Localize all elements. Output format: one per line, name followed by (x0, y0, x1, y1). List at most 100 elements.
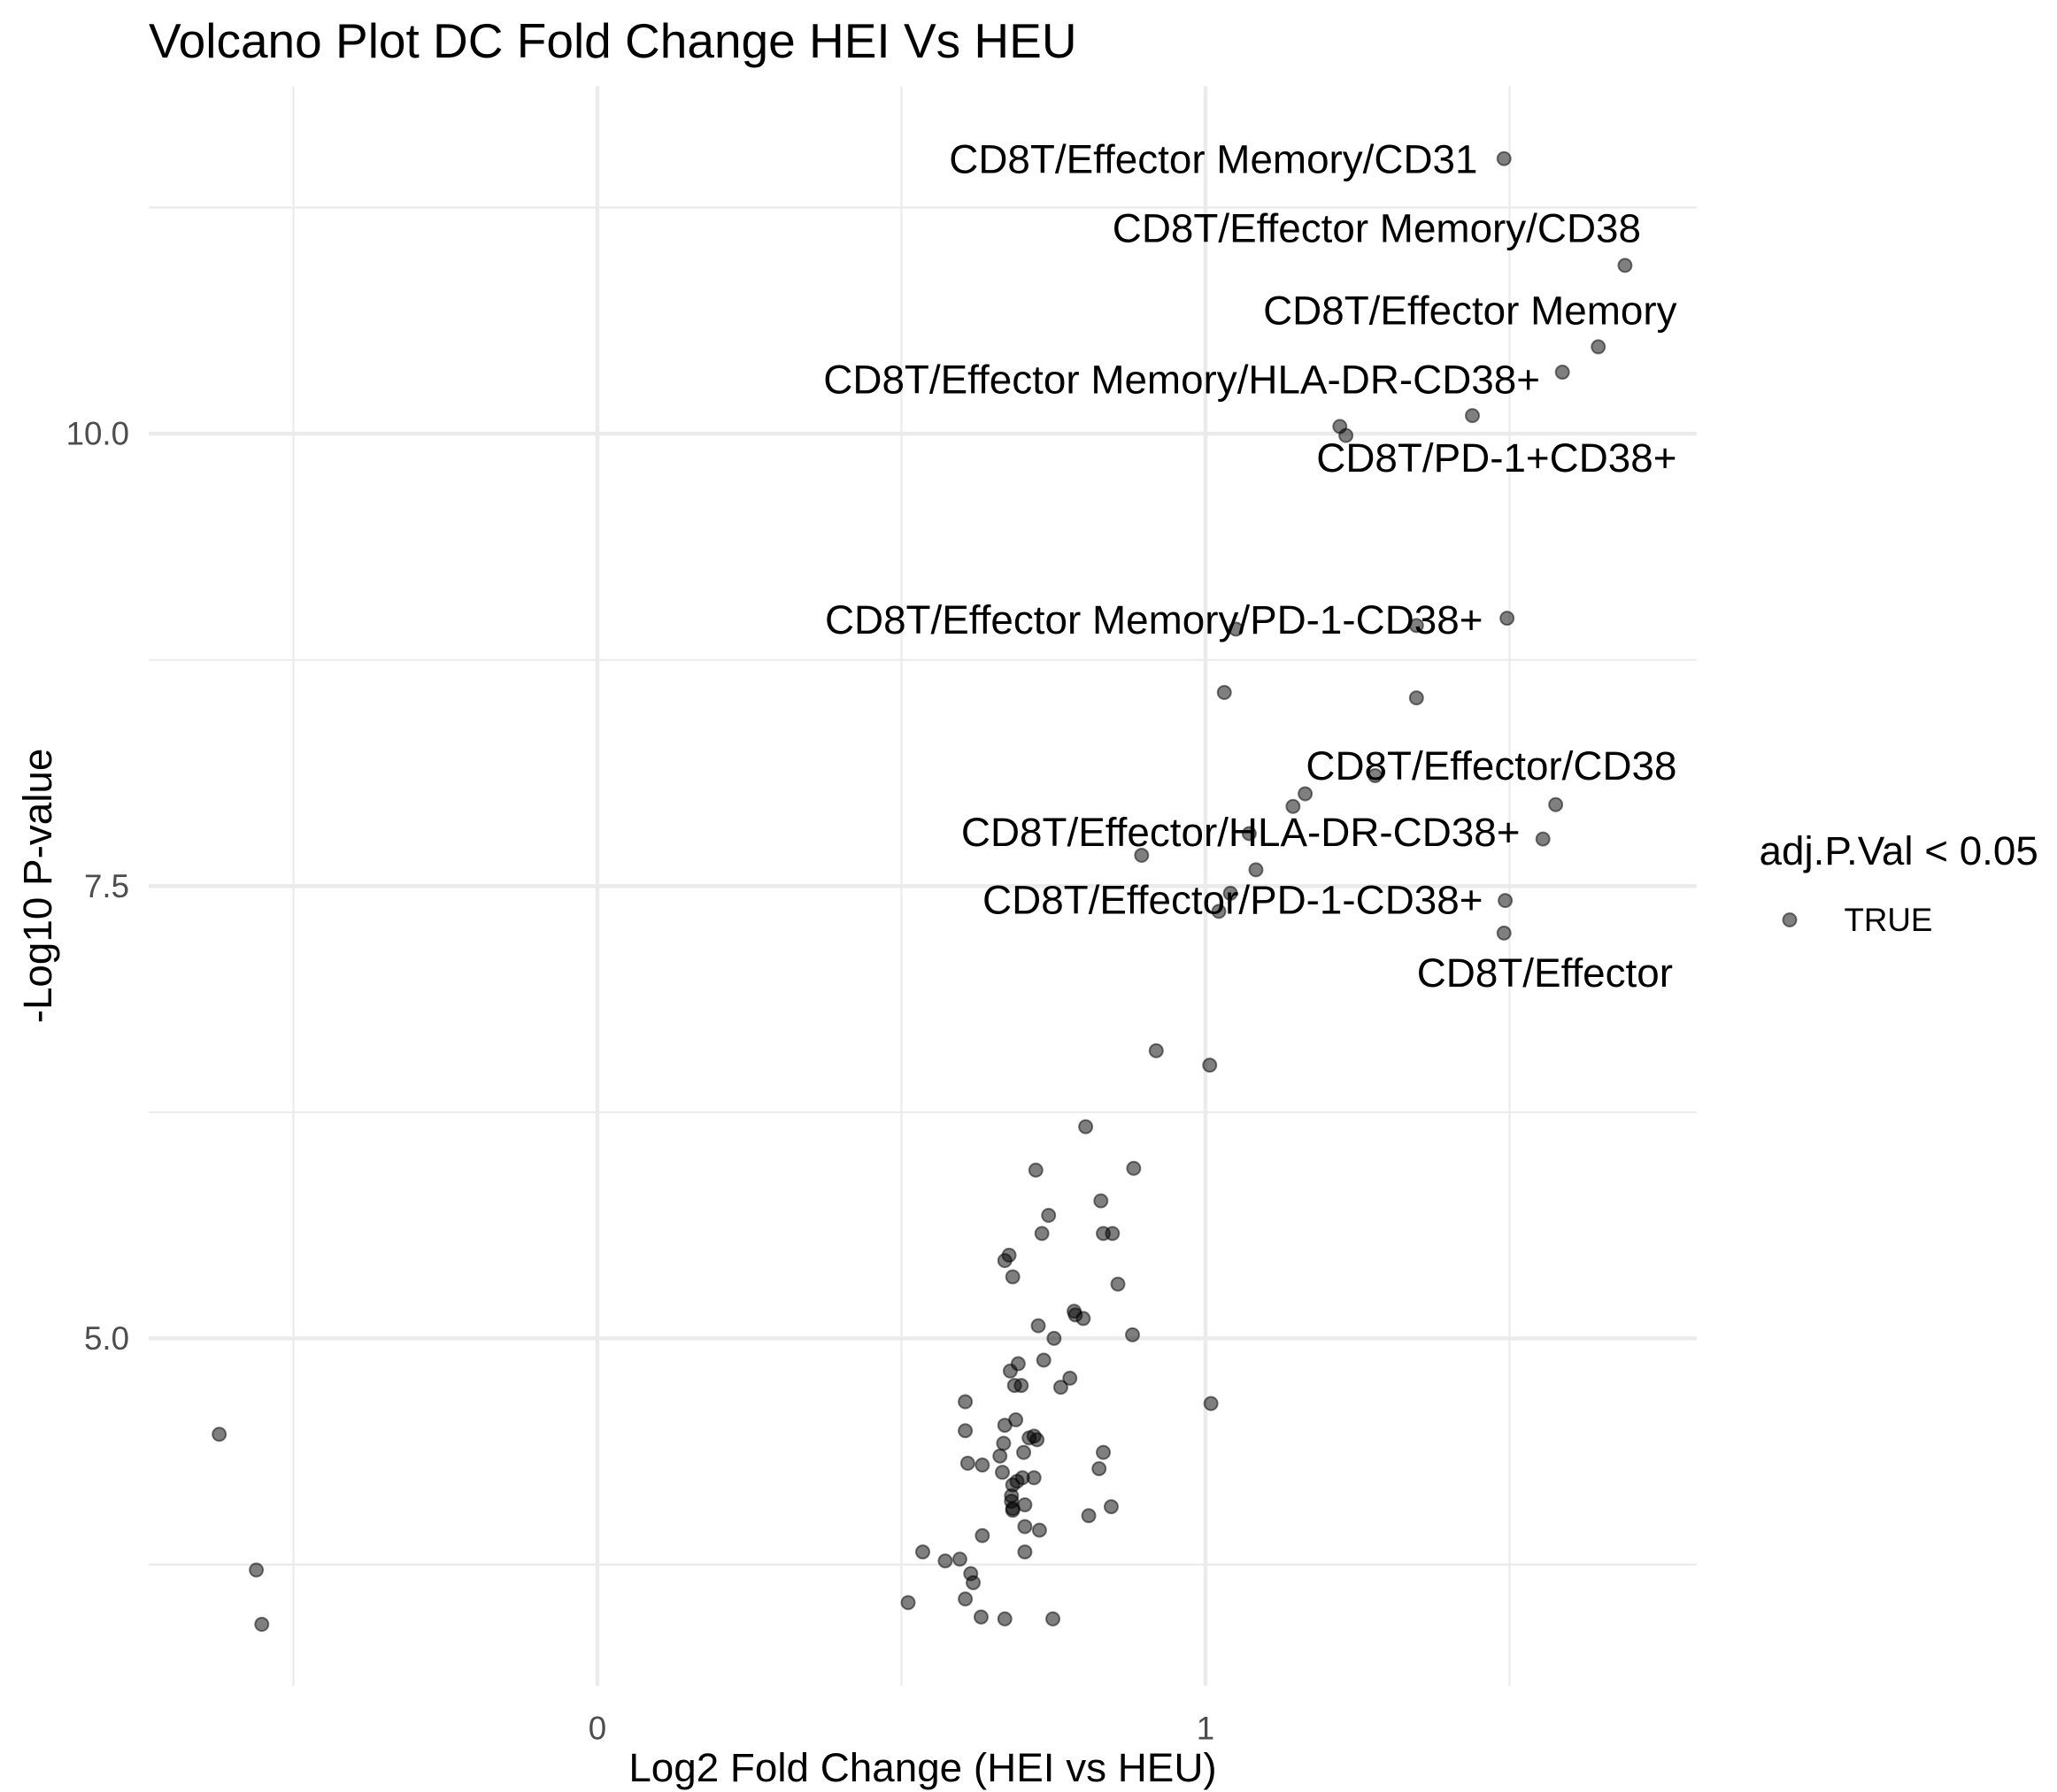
legend-label: TRUE (1845, 902, 1933, 938)
point-label: CD8T/Effector Memory/PD-1-CD38+ (825, 597, 1483, 642)
data-point (1017, 1519, 1033, 1534)
data-point (212, 1427, 227, 1442)
data-point (1228, 621, 1244, 637)
data-point (1017, 1544, 1033, 1560)
data-point (1496, 150, 1512, 166)
data-point (1031, 1522, 1047, 1538)
data-point (1096, 1444, 1112, 1460)
point-label: CD8T/Effector Memory/CD38 (1113, 206, 1641, 251)
data-point (1338, 427, 1354, 443)
x-tick-label: 0 (589, 1711, 606, 1747)
data-point (959, 1456, 975, 1472)
data-point (1617, 258, 1633, 273)
data-point (1499, 611, 1515, 627)
data-point (1005, 1269, 1021, 1285)
data-point (1465, 408, 1481, 424)
point-label: CD8T/Effector/HLA-DR-CD38+ (961, 810, 1521, 855)
data-point (1241, 826, 1257, 842)
data-point (1041, 1207, 1057, 1223)
data-point (1028, 1162, 1044, 1178)
data-point (1285, 798, 1301, 814)
data-point (973, 1609, 989, 1625)
legend-key-point (1782, 912, 1798, 927)
data-point (915, 1544, 930, 1560)
data-point (1103, 1499, 1119, 1515)
x-tick-label: 1 (1197, 1711, 1214, 1747)
data-point (1203, 1396, 1219, 1411)
data-point (1110, 1276, 1126, 1292)
legend: adj.P.Val < 0.05 TRUE (1760, 828, 2038, 938)
data-point (1496, 925, 1512, 941)
data-point (937, 1553, 953, 1569)
data-point (992, 1448, 1008, 1464)
chart-title: Volcano Plot DC Fold Change HEI Vs HEU (149, 13, 1077, 68)
point-label: CD8T/Effector Memory/CD31 (949, 137, 1477, 182)
point-label: CD8T/Effector Memory/HLA-DR-CD38+ (823, 358, 1540, 403)
data-point (1091, 1461, 1107, 1477)
data-points (212, 150, 1633, 1632)
data-point (1005, 1503, 1021, 1519)
data-point (1554, 365, 1570, 381)
y-axis-title: -Log10 P-value (15, 749, 60, 1024)
data-point (1029, 1432, 1045, 1448)
data-point (1052, 1380, 1068, 1396)
data-point (1036, 1352, 1052, 1368)
y-axis-tick-labels: 5.0 7.5 10.0 (66, 416, 129, 1357)
data-point (966, 1574, 982, 1590)
data-point (958, 1591, 974, 1607)
data-point (1016, 1444, 1032, 1460)
y-tick-label: 10.0 (66, 416, 129, 452)
data-point (1216, 684, 1232, 700)
data-point (1006, 1378, 1022, 1394)
data-point (997, 1252, 1013, 1268)
data-point (1248, 862, 1264, 878)
data-point (1105, 1226, 1121, 1242)
data-point (1075, 1311, 1091, 1327)
data-point (1408, 690, 1424, 706)
data-point (975, 1527, 990, 1543)
data-point (1046, 1330, 1062, 1346)
y-tick-label: 5.0 (84, 1320, 129, 1357)
data-point (958, 1423, 974, 1439)
grid-lines (149, 86, 1697, 1686)
data-point (997, 1418, 1013, 1434)
data-point (900, 1595, 916, 1611)
data-point (1148, 1042, 1164, 1058)
data-point (1002, 1363, 1018, 1379)
x-axis-title: Log2 Fold Change (HEI vs HEU) (628, 1745, 1216, 1790)
data-point (1408, 618, 1424, 634)
legend-title: adj.P.Val < 0.05 (1760, 828, 2038, 873)
data-point (975, 1457, 990, 1473)
data-point (1535, 831, 1551, 847)
data-point (1078, 1119, 1094, 1134)
point-label: CD8T/Effector/PD-1-CD38+ (982, 878, 1483, 923)
data-point (1211, 904, 1227, 919)
point-label: CD8T/PD-1+CD38+ (1316, 435, 1676, 481)
data-point (1591, 339, 1606, 355)
data-point (1498, 893, 1514, 909)
data-point (1125, 1327, 1141, 1342)
point-label: CD8T/Effector (1417, 950, 1673, 996)
data-point (1548, 796, 1564, 812)
point-label: CD8T/Effector Memory (1263, 288, 1677, 334)
data-point (958, 1394, 974, 1410)
data-point (1222, 885, 1238, 901)
data-point (249, 1562, 265, 1578)
data-point (1062, 1370, 1078, 1386)
data-point (1134, 847, 1150, 863)
data-point (951, 1551, 967, 1567)
data-point (1298, 786, 1314, 802)
data-point (994, 1465, 1010, 1481)
data-point (1045, 1611, 1061, 1627)
point-label: CD8T/Effector/CD38 (1306, 743, 1676, 788)
data-point (1367, 768, 1383, 784)
y-tick-label: 7.5 (84, 868, 129, 904)
data-point (1126, 1160, 1142, 1176)
data-point (996, 1435, 1012, 1451)
data-point (1034, 1226, 1050, 1242)
data-point (1093, 1193, 1109, 1209)
data-point (1202, 1058, 1218, 1073)
data-point (1030, 1318, 1046, 1334)
